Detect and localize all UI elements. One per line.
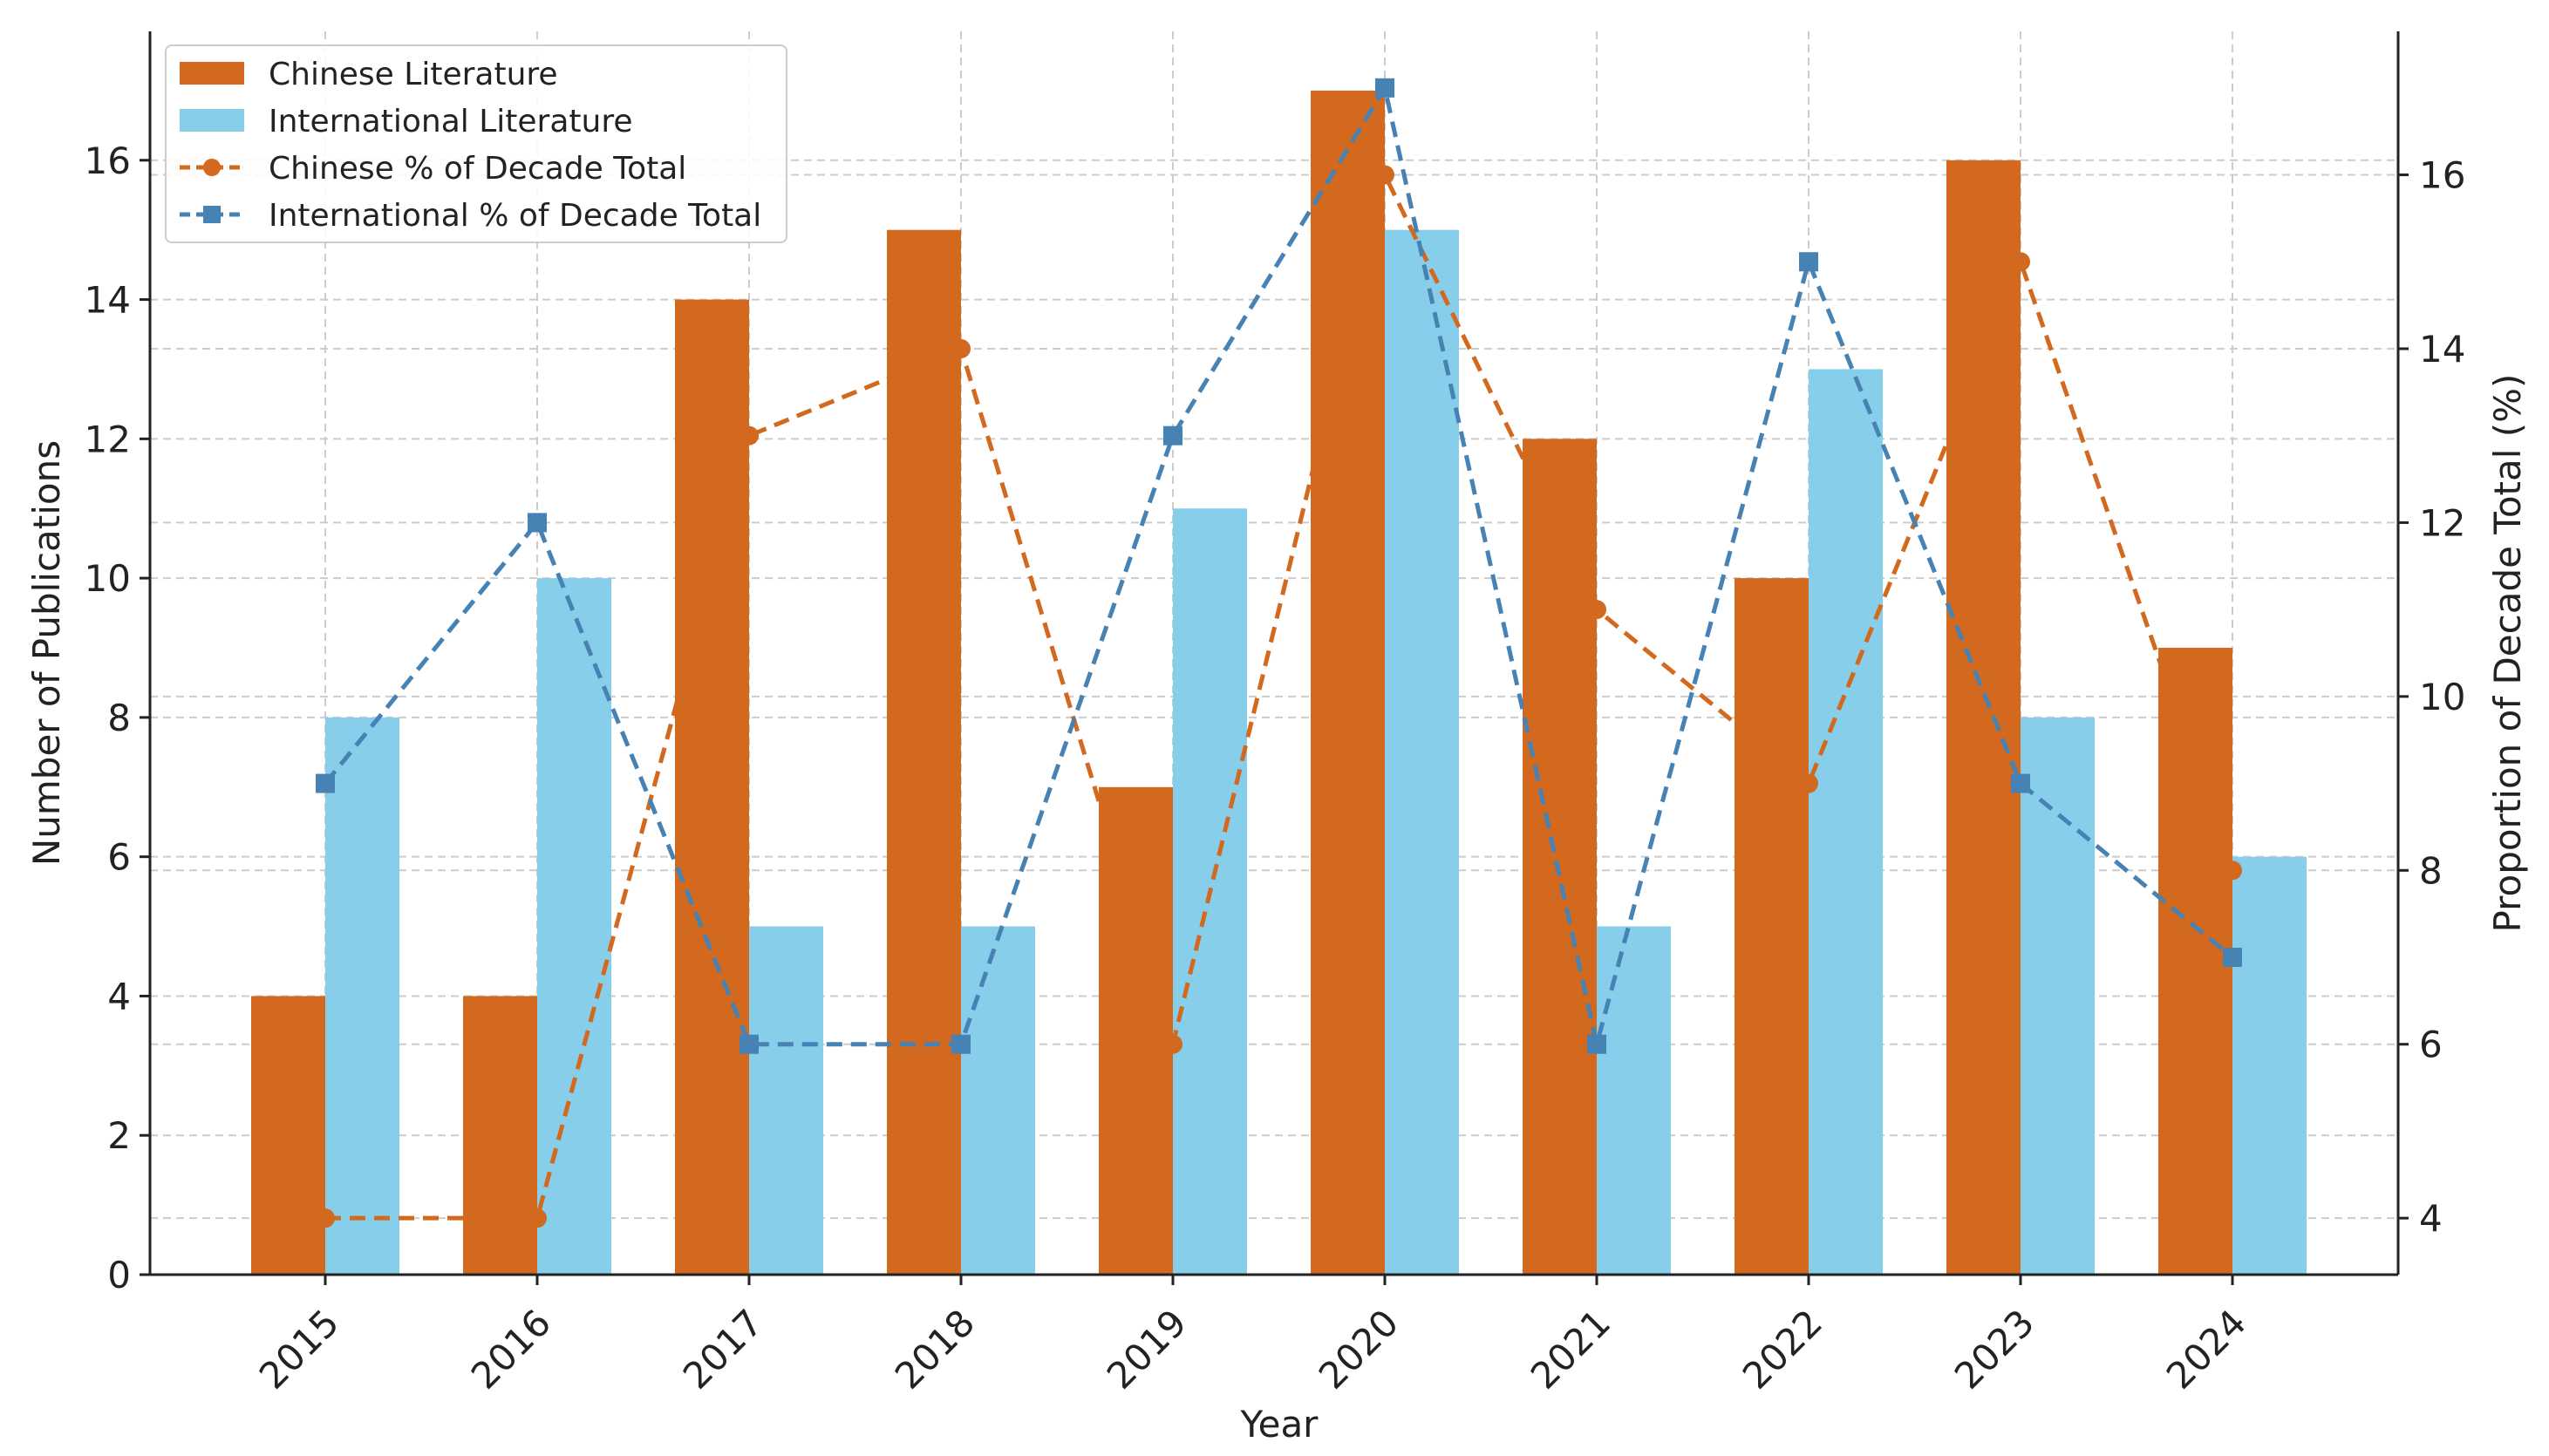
y2-axis-title: Proportion of Decade Total (%) xyxy=(2486,374,2529,933)
bar-chinese xyxy=(1099,786,1173,1275)
bar-chinese xyxy=(463,996,537,1275)
legend-swatch xyxy=(180,62,244,85)
point-international-pct xyxy=(1587,1034,1606,1054)
legend-item-chinese-pct: Chinese % of Decade Total xyxy=(269,151,686,187)
legend-box xyxy=(165,44,787,243)
y-tick-label: 12 xyxy=(85,418,131,460)
x-tick-label: 2016 xyxy=(463,1301,559,1397)
y2-tick-label: 12 xyxy=(2419,501,2465,544)
y2-tick-label: 4 xyxy=(2419,1197,2443,1240)
y-tick-label: 8 xyxy=(107,697,131,739)
y-tick-label: 6 xyxy=(107,836,131,879)
bar-international xyxy=(749,926,823,1275)
bar-chinese xyxy=(1735,578,1809,1275)
y-tick-label: 4 xyxy=(107,975,131,1017)
x-tick-label: 2020 xyxy=(1311,1301,1407,1397)
bar-international xyxy=(1597,926,1671,1275)
bar-chinese xyxy=(251,996,325,1275)
y2-tick-label: 6 xyxy=(2419,1024,2443,1066)
bars xyxy=(251,90,2307,1276)
point-chinese-pct xyxy=(316,1208,335,1228)
legend: Chinese Literature International Literatu… xyxy=(165,44,787,243)
y2-tick-label: 10 xyxy=(2419,676,2465,718)
y-tick-label: 0 xyxy=(107,1254,131,1296)
bar-international xyxy=(1809,369,1883,1276)
lines xyxy=(316,78,2242,1228)
y-tick-label: 2 xyxy=(107,1114,131,1157)
legend-swatch xyxy=(180,109,244,132)
x-tick-label: 2022 xyxy=(1735,1301,1830,1397)
x-tick-label: 2021 xyxy=(1523,1301,1619,1397)
x-tick-label: 2017 xyxy=(675,1301,771,1397)
point-international-pct xyxy=(1163,425,1182,446)
point-international-pct xyxy=(2011,773,2030,793)
bar-international xyxy=(2232,856,2307,1275)
legend-item-chinese-literature: Chinese Literature xyxy=(269,57,558,92)
x-tick-label: 2024 xyxy=(2158,1301,2254,1397)
axes: 0 2 4 6 8 10 12 14 16 4 6 8 10 12 14 16 2015 2016 2017 2018… xyxy=(25,31,2529,1446)
y-tick-label: 10 xyxy=(85,557,131,600)
bar-chinese xyxy=(1523,439,1597,1275)
point-chinese-pct xyxy=(2223,861,2242,881)
point-international-pct xyxy=(739,1034,759,1054)
point-chinese-pct xyxy=(1587,600,1606,620)
point-chinese-pct xyxy=(1375,165,1394,185)
bar-international xyxy=(325,717,399,1275)
line-international-pct xyxy=(324,82,2234,1047)
y-tick-label: 16 xyxy=(85,139,131,182)
x-tick-label: 2018 xyxy=(887,1301,983,1397)
point-international-pct xyxy=(951,1034,971,1054)
y-axis-title: Number of Publications xyxy=(25,440,68,866)
bar-international xyxy=(1385,229,1459,1275)
bar-chinese xyxy=(1311,90,1385,1275)
bar-chinese xyxy=(1946,160,2021,1275)
y2-tick-label: 8 xyxy=(2419,849,2443,892)
legend-item-international-literature: International Literature xyxy=(269,104,632,139)
x-tick-label: 2023 xyxy=(1946,1301,2042,1397)
point-chinese-pct xyxy=(1799,773,1818,793)
point-chinese-pct xyxy=(739,425,759,446)
bar-international xyxy=(537,578,611,1275)
y2-tick-label: 16 xyxy=(2419,154,2465,197)
bar-international xyxy=(961,926,1035,1275)
x-tick-label: 2019 xyxy=(1099,1301,1195,1397)
x-tick-label: 2015 xyxy=(251,1301,347,1397)
point-international-pct xyxy=(1375,78,1394,98)
bar-chinese xyxy=(675,299,749,1276)
point-international-pct xyxy=(2223,948,2242,968)
bar-chinese xyxy=(2158,648,2232,1275)
bar-international xyxy=(2021,717,2095,1275)
x-axis-title: Year xyxy=(1240,1403,1319,1446)
point-international-pct xyxy=(1799,252,1818,272)
point-chinese-pct xyxy=(2011,252,2030,272)
legend-marker-square xyxy=(203,206,221,223)
y-tick-label: 14 xyxy=(85,279,131,322)
bar-chinese xyxy=(887,229,961,1275)
point-international-pct xyxy=(316,773,335,793)
point-international-pct xyxy=(528,513,547,533)
point-chinese-pct xyxy=(951,338,971,358)
y2-tick-label: 14 xyxy=(2419,328,2465,371)
legend-marker-circle xyxy=(203,159,221,176)
point-chinese-pct xyxy=(528,1208,547,1228)
legend-item-international-pct: International % of Decade Total xyxy=(269,198,761,234)
point-chinese-pct xyxy=(1163,1034,1182,1054)
